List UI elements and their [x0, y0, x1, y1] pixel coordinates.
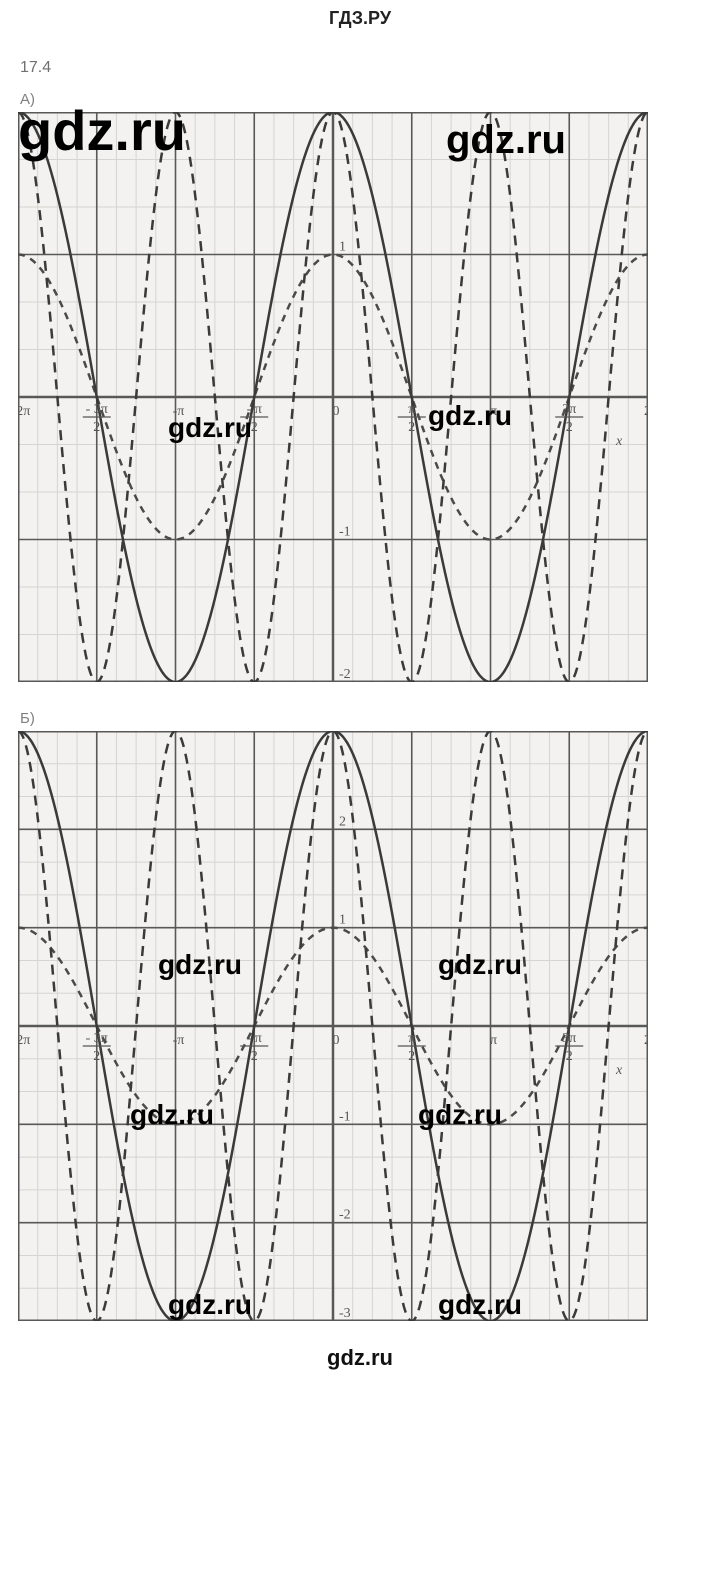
x-tick-label: 2π — [644, 1033, 648, 1048]
svg-text:2: 2 — [566, 1049, 573, 1064]
chart-b-block: gdz.ru gdz.ru gdz.ru gdz.ru gdz.ru gdz.r… — [18, 731, 720, 1321]
x-tick-label: -2π — [18, 1033, 30, 1048]
chart-a-block: gdz.ru gdz.ru gdz.ru gdz.ru 21-1-2-2π- 3… — [18, 112, 720, 682]
y-tick-label: 1 — [339, 240, 346, 255]
svg-text:3π: 3π — [562, 1031, 576, 1046]
svg-text:- 3π: - 3π — [86, 1031, 108, 1046]
y-tick-label: -2 — [339, 1208, 351, 1223]
y-tick-label: -3 — [339, 1306, 351, 1321]
chart-a: 21-1-2-2π- 3π2-π- π20π2π3π22πx — [18, 112, 648, 682]
svg-text:π: π — [408, 1031, 415, 1046]
x-tick-label: π — [490, 404, 497, 419]
y-tick-label: -1 — [339, 525, 351, 540]
x-axis-var-label: x — [615, 434, 623, 449]
svg-text:2: 2 — [93, 1049, 100, 1064]
x-tick-label: 0 — [333, 404, 340, 419]
chart-b: 321-1-2-3-2π- 3π2-π- π20π2π3π22πx — [18, 731, 648, 1321]
svg-text:- 3π: - 3π — [86, 402, 108, 417]
x-tick-label: π — [490, 1033, 497, 1048]
x-tick-label: -π — [173, 404, 185, 419]
x-tick-label: 2π — [644, 404, 648, 419]
svg-text:2: 2 — [251, 420, 258, 435]
x-tick-label: -2π — [18, 404, 30, 419]
problem-number: 17.4 — [0, 29, 720, 85]
y-tick-label: 2 — [339, 814, 346, 829]
y-tick-label: 1 — [339, 913, 346, 928]
y-tick-label: -2 — [339, 667, 351, 682]
svg-text:3π: 3π — [562, 402, 576, 417]
footer-watermark: gdz.ru — [0, 1321, 720, 1381]
x-tick-label: -π — [173, 1033, 185, 1048]
svg-text:2: 2 — [408, 1049, 415, 1064]
y-tick-label: -1 — [339, 1109, 351, 1124]
svg-text:- π: - π — [247, 402, 262, 417]
svg-text:π: π — [408, 402, 415, 417]
svg-text:2: 2 — [566, 420, 573, 435]
part-a-label: А) — [0, 85, 720, 112]
x-axis-var-label: x — [615, 1063, 623, 1078]
page: ГДЗ.РУ 17.4 А) gdz.ru gdz.ru gdz.ru gdz.… — [0, 0, 720, 1583]
svg-text:- π: - π — [247, 1031, 262, 1046]
x-tick-label: 0 — [333, 1033, 340, 1048]
svg-text:2: 2 — [408, 420, 415, 435]
part-b-label: Б) — [0, 682, 720, 731]
svg-text:2: 2 — [93, 420, 100, 435]
site-header: ГДЗ.РУ — [0, 0, 720, 29]
svg-text:2: 2 — [251, 1049, 258, 1064]
